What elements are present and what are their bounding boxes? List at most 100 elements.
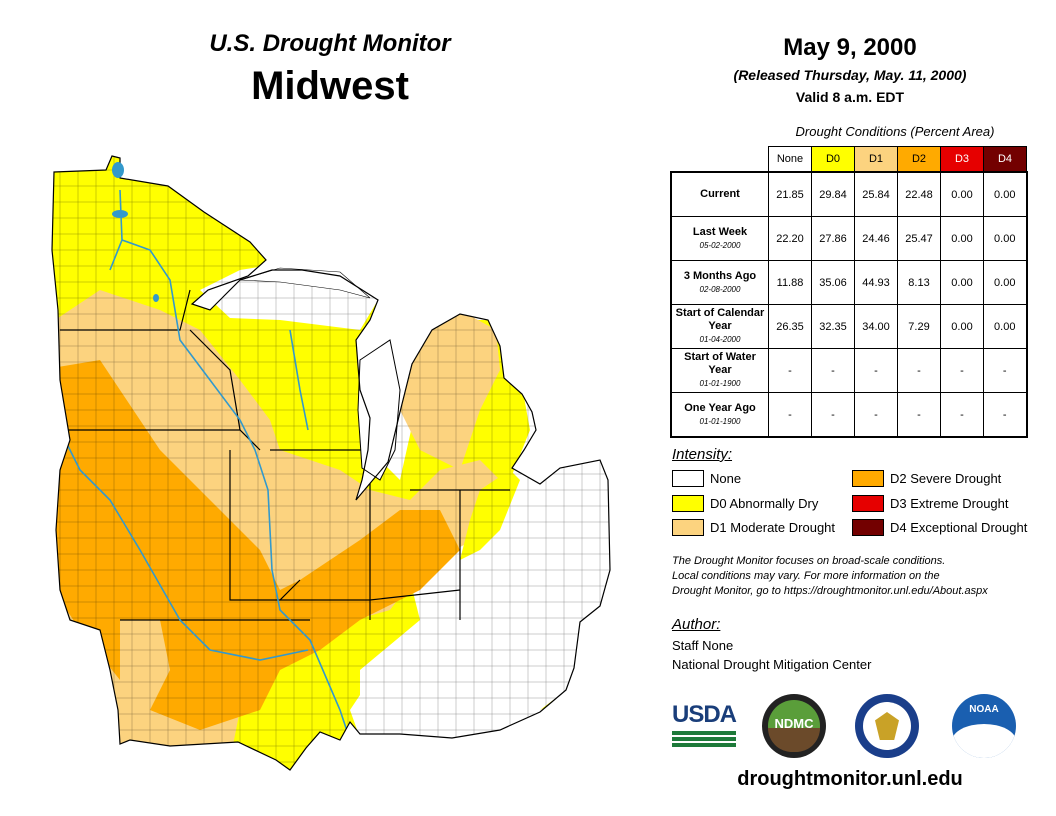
table-cell: - <box>983 348 1027 393</box>
note-line-2: Local conditions may vary. For more info… <box>672 570 940 582</box>
table-cell: 22.48 <box>897 171 941 217</box>
legend-item: D1 Moderate Drought <box>672 519 835 536</box>
legend-label: D1 Moderate Drought <box>710 520 836 535</box>
release-date: (Released Thursday, May. 11, 2000) <box>733 67 967 83</box>
legend-label: D4 Exceptional Drought <box>890 520 1028 535</box>
row-date: 01-01-1900 <box>699 416 741 426</box>
table-cell: 0.00 <box>983 216 1027 261</box>
table-cell: 7.29 <box>897 304 941 349</box>
title-top: U.S. Drought Monitor <box>209 30 451 57</box>
legend-swatch <box>852 495 884 512</box>
table-cell: 0.00 <box>983 260 1027 305</box>
row-label-text: Current <box>700 188 740 200</box>
table-cell: 26.35 <box>768 304 812 349</box>
website-url[interactable]: droughtmonitor.unl.edu <box>737 768 963 790</box>
table-cell: - <box>983 392 1027 438</box>
legend-swatch <box>672 470 704 487</box>
row-date: 01-01-1900 <box>699 379 741 388</box>
row-label-text: Start of Water Year <box>684 351 756 376</box>
table-cell: 25.47 <box>897 216 941 261</box>
row-label: 3 Months Ago 02-08-2000 <box>670 260 769 305</box>
table-cell: 25.84 <box>854 171 898 217</box>
drought-conditions-table: None D0 D1 D2 D3 D4 Current 21.85 29.84 25.84 22.… <box>670 146 1028 438</box>
ndmc-logo-text: NDMC <box>774 716 814 731</box>
table-cell: 0.00 <box>940 216 984 261</box>
legend-item: D0 Abnormally Dry <box>672 495 818 512</box>
legend-label: D3 Extreme Drought <box>890 496 1009 511</box>
table-row: 3 Months Ago 02-08-2000 11.88 35.06 44.93 8.1… <box>670 260 1027 305</box>
legend-label: None <box>710 471 742 486</box>
legend-label: D2 Severe Drought <box>890 471 1002 486</box>
table-cell: - <box>854 348 898 393</box>
map-date: May 9, 2000 <box>783 34 917 61</box>
commerce-seal <box>855 694 919 758</box>
column-header-d4: D4 <box>983 146 1027 173</box>
row-label-text: One Year Ago <box>684 401 756 414</box>
table-cell: 21.85 <box>768 171 812 217</box>
usda-logo: USDA <box>672 701 737 748</box>
legend-item: None <box>672 470 741 487</box>
table-cell: - <box>811 348 855 393</box>
column-header-d0: D0 <box>811 146 855 173</box>
column-header-d3: D3 <box>940 146 984 173</box>
table-cell: - <box>940 392 984 438</box>
row-label: Start of Calendar Year 01-04-2000 <box>670 304 769 349</box>
legend-swatch <box>852 470 884 487</box>
column-header-none: None <box>768 146 812 173</box>
table-cell: 32.35 <box>811 304 855 349</box>
legend-item: D3 Extreme Drought <box>852 495 1009 512</box>
valid-time: Valid 8 a.m. EDT <box>795 89 905 105</box>
table-cell: 34.00 <box>854 304 898 349</box>
table-cell: - <box>854 392 898 438</box>
table-cell: 27.86 <box>811 216 855 261</box>
author-name: Staff None <box>672 638 734 653</box>
table-corner <box>671 147 769 173</box>
table-cell: 29.84 <box>811 171 855 217</box>
table-cell: - <box>811 392 855 438</box>
usda-logo-text: USDA <box>672 701 737 728</box>
intensity-heading: Intensity: <box>672 446 733 463</box>
table-row: Last Week 05-02-2000 22.20 27.86 24.46 25.47 0… <box>670 216 1027 261</box>
table-cell: - <box>897 348 941 393</box>
legend-swatch <box>672 519 704 536</box>
table-cell: - <box>768 348 812 393</box>
row-label-text: 3 Months Ago <box>683 269 757 282</box>
row-label: Start of Water Year 01-01-1900 <box>670 348 769 393</box>
table-row: Start of Water Year 01-01-1900- - - - - - <box>670 348 1027 393</box>
note-line-3: Drought Monitor, go to https://droughtmo… <box>672 585 988 597</box>
row-label: Last Week 05-02-2000 <box>670 216 769 261</box>
note-line-1: The Drought Monitor focuses on broad-sca… <box>672 555 946 567</box>
table-cell: 0.00 <box>940 260 984 305</box>
table-cell: 24.46 <box>854 216 898 261</box>
table-cell: - <box>768 392 812 438</box>
table-row: Current 21.85 29.84 25.84 22.48 0.00 0.00 <box>670 171 1027 217</box>
table-row: One Year Ago 01-01-1900- - - - - - <box>670 392 1027 438</box>
table-cell: 22.20 <box>768 216 812 261</box>
legend-swatch <box>672 495 704 512</box>
table-cell: - <box>940 348 984 393</box>
drought-map <box>51 155 611 771</box>
author-heading: Author: <box>672 616 721 633</box>
row-label: One Year Ago 01-01-1900 <box>670 392 769 438</box>
table-cell: 0.00 <box>983 171 1027 217</box>
noaa-logo: NOAA <box>952 694 1016 758</box>
table-cell: 0.00 <box>940 304 984 349</box>
row-date: 05-02-2000 <box>699 240 741 250</box>
drought-monitor-note: The Drought Monitor focuses on broad-sca… <box>672 554 1047 599</box>
region-title: Midwest <box>251 64 409 108</box>
column-header-d1: D1 <box>854 146 898 173</box>
table-caption: Drought Conditions (Percent Area) <box>795 124 995 139</box>
row-label-text: Last Week <box>692 225 748 238</box>
row-date: 01-04-2000 <box>699 335 741 344</box>
row-label: Current <box>670 171 769 217</box>
legend-item: D2 Severe Drought <box>852 470 1001 487</box>
legend-item: D4 Exceptional Drought <box>852 519 1027 536</box>
table-cell: 35.06 <box>811 260 855 305</box>
row-label-text: Start of Calendar Year <box>675 307 765 332</box>
legend-swatch <box>852 519 884 536</box>
ndmc-logo: NDMC <box>762 694 826 758</box>
row-date: 02-08-2000 <box>699 284 741 294</box>
noaa-logo-text: NOAA <box>969 704 999 715</box>
table-cell: 11.88 <box>768 260 812 305</box>
legend-label: D0 Abnormally Dry <box>710 496 819 511</box>
